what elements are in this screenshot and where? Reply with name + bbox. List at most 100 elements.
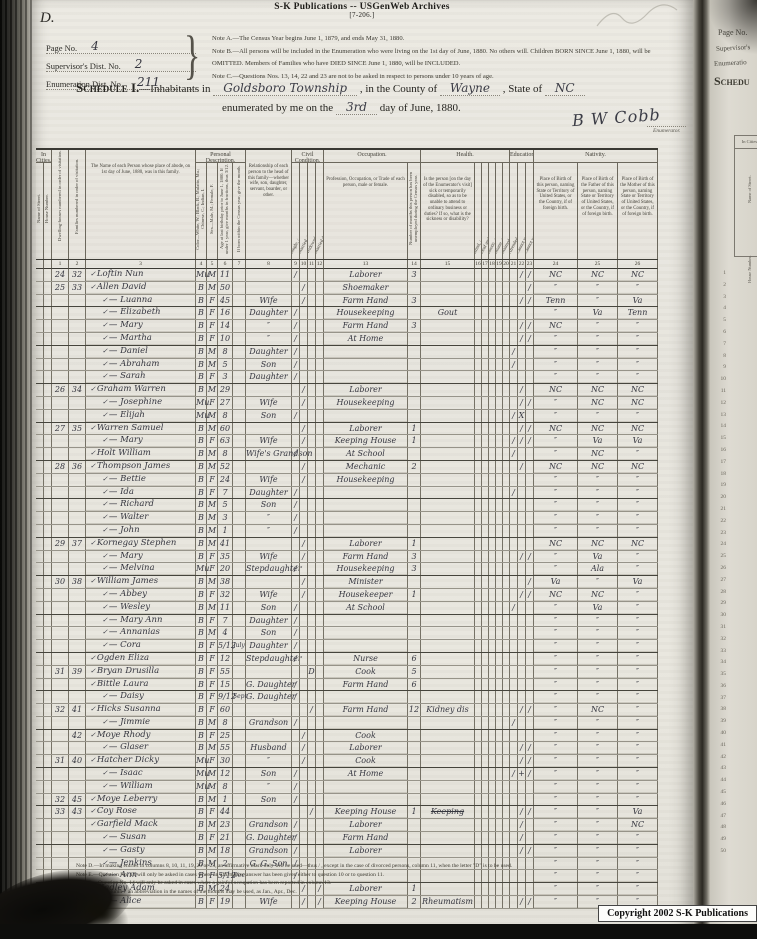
cell-family: 39 bbox=[69, 665, 86, 678]
cell-single bbox=[292, 742, 300, 755]
cell-father-birthplace: ″ bbox=[578, 640, 618, 652]
cell-occupation bbox=[324, 627, 408, 640]
person-name: Holt William bbox=[96, 448, 151, 459]
cell-idiotic bbox=[489, 832, 496, 844]
cell-street bbox=[36, 716, 44, 729]
cell-insane bbox=[496, 537, 503, 550]
cell-sex: F bbox=[207, 691, 218, 704]
cell-relationship: Daughter bbox=[246, 486, 292, 499]
ditto-dash: — bbox=[108, 742, 119, 753]
person-name: Cora bbox=[120, 640, 141, 651]
cell-occupation: Farm Hand bbox=[324, 320, 408, 332]
cell-cannot-write bbox=[526, 307, 534, 320]
cell-cannot-write: / bbox=[526, 755, 534, 768]
cell-color: B bbox=[196, 883, 207, 896]
cell-family bbox=[69, 473, 86, 486]
cell-deaf-dumb bbox=[482, 358, 489, 371]
cell-cannot-write: / bbox=[526, 896, 534, 908]
ditto-dash: — bbox=[108, 588, 119, 599]
cell-months-unemployed: 3 bbox=[408, 294, 421, 307]
cell-school: / bbox=[510, 716, 518, 729]
next-page-schedule-label: Schedu bbox=[714, 74, 750, 88]
ditto-dash: — bbox=[108, 371, 119, 382]
cell-sickness: Kidney dis bbox=[421, 704, 475, 716]
cell-relationship: Son bbox=[246, 601, 292, 614]
cell-street bbox=[36, 665, 44, 678]
cell-color: B bbox=[196, 576, 207, 588]
check-mark: ✓ bbox=[90, 423, 96, 432]
cell-family: 36 bbox=[69, 460, 86, 473]
cell-sex: F bbox=[207, 704, 218, 716]
line-number: 34 bbox=[720, 659, 727, 666]
cell-maimed bbox=[503, 307, 510, 320]
cell-father-birthplace: NC bbox=[578, 460, 618, 473]
cell-widowed bbox=[308, 345, 316, 358]
cell-maimed bbox=[503, 537, 510, 550]
cell-relationship: G. Daughter bbox=[246, 691, 296, 704]
cell-occupation bbox=[324, 614, 408, 627]
cell-deaf-dumb bbox=[482, 742, 489, 755]
column-header-cell: Single, / bbox=[292, 163, 300, 259]
cell-father-birthplace: ″ bbox=[578, 678, 618, 691]
cell-relationship: Wife bbox=[246, 294, 292, 307]
cell-married bbox=[300, 780, 308, 793]
cell-school bbox=[510, 896, 518, 908]
cell-married: / bbox=[300, 384, 308, 396]
cell-cannot-write: / bbox=[526, 281, 534, 294]
cell-month-born bbox=[233, 857, 246, 870]
cell-color: B bbox=[196, 896, 207, 908]
cell-single: / bbox=[292, 332, 300, 345]
line-number: 7 bbox=[723, 340, 726, 347]
cell-sickness bbox=[421, 269, 475, 281]
cell-mother-birthplace: ″ bbox=[618, 588, 658, 601]
line-number: 44 bbox=[720, 777, 727, 784]
cell-cannot-write: / bbox=[526, 704, 534, 716]
cell-married bbox=[300, 640, 308, 652]
cell-month-born bbox=[233, 409, 246, 422]
cell-school bbox=[510, 320, 518, 332]
column-number bbox=[36, 260, 44, 269]
table-row: 28 36 ✓Thompson James B M 52/Mechanic 2/NC NC NC bbox=[36, 460, 658, 474]
check-mark: ✓ bbox=[102, 781, 108, 790]
cell-color: B bbox=[196, 320, 207, 332]
cell-house bbox=[44, 729, 52, 742]
cell-age: 5 bbox=[218, 499, 233, 512]
cell-occupation: Housekeeper bbox=[324, 588, 408, 601]
cell-house bbox=[44, 755, 52, 768]
check-mark: ✓ bbox=[102, 858, 108, 867]
cell-house bbox=[44, 358, 52, 371]
schedule-text-3: , State of bbox=[502, 83, 543, 95]
cell-cannot-read bbox=[518, 780, 526, 793]
cell-family bbox=[69, 320, 86, 332]
cell-family: 41 bbox=[69, 704, 86, 716]
cell-sickness bbox=[421, 870, 475, 883]
cell-widowed bbox=[308, 652, 316, 665]
cell-maimed bbox=[503, 768, 510, 780]
cell-mother-birthplace: Va bbox=[618, 576, 658, 588]
cell-deaf-dumb bbox=[482, 768, 489, 780]
cell-widowed bbox=[308, 768, 316, 780]
cell-father-birthplace: ″ bbox=[578, 320, 618, 332]
cell-blind bbox=[475, 652, 482, 665]
person-name: Graham Warren bbox=[96, 384, 166, 395]
column-header-cell: Name of Street. bbox=[36, 163, 44, 259]
cell-street bbox=[36, 576, 44, 588]
cell-cannot-read: / bbox=[518, 550, 526, 563]
cell-father-birthplace: Va bbox=[578, 307, 618, 320]
cell-name: ✓Coy Rose bbox=[86, 806, 196, 819]
cell-age: 14 bbox=[218, 320, 233, 332]
cell-cannot-read bbox=[518, 524, 526, 537]
cell-married-census-year bbox=[316, 371, 324, 384]
cell-insane bbox=[496, 768, 503, 780]
cell-name: ✓Moye Leberry bbox=[86, 793, 196, 806]
cell-house bbox=[44, 652, 52, 665]
cell-cannot-read bbox=[518, 371, 526, 384]
person-name: Hatcher Dicky bbox=[96, 755, 160, 766]
cell-month-born bbox=[233, 716, 246, 729]
cell-cannot-write bbox=[526, 793, 534, 806]
cell-street bbox=[36, 307, 44, 320]
cell-name: ✓Ogden Eliza bbox=[86, 652, 196, 665]
cell-idiotic bbox=[489, 422, 496, 435]
cell-married bbox=[300, 691, 308, 704]
cell-blind bbox=[475, 627, 482, 640]
